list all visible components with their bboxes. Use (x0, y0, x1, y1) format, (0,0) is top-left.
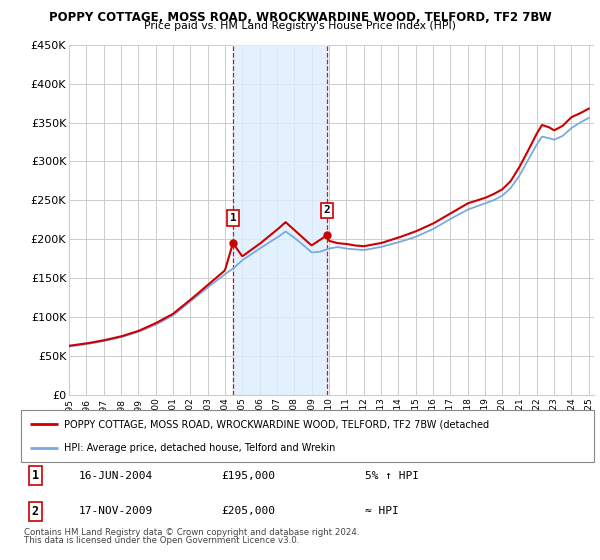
Text: 16-JUN-2004: 16-JUN-2004 (79, 471, 152, 480)
Text: Contains HM Land Registry data © Crown copyright and database right 2024.: Contains HM Land Registry data © Crown c… (24, 528, 359, 536)
Text: POPPY COTTAGE, MOSS ROAD, WROCKWARDINE WOOD, TELFORD, TF2 7BW: POPPY COTTAGE, MOSS ROAD, WROCKWARDINE W… (49, 11, 551, 24)
Bar (233, 45, 327, 395)
Text: This data is licensed under the Open Government Licence v3.0.: This data is licensed under the Open Gov… (24, 536, 299, 545)
Text: HPI: Average price, detached house, Telford and Wrekin: HPI: Average price, detached house, Telf… (64, 443, 335, 453)
Text: £195,000: £195,000 (221, 471, 275, 480)
Text: 1: 1 (32, 469, 39, 482)
Text: 2: 2 (323, 206, 330, 216)
Text: 2: 2 (32, 505, 39, 517)
Text: £205,000: £205,000 (221, 506, 275, 516)
Text: 5% ↑ HPI: 5% ↑ HPI (365, 471, 419, 480)
Text: 1: 1 (230, 213, 236, 223)
FancyBboxPatch shape (21, 410, 594, 462)
Text: POPPY COTTAGE, MOSS ROAD, WROCKWARDINE WOOD, TELFORD, TF2 7BW (detached: POPPY COTTAGE, MOSS ROAD, WROCKWARDINE W… (64, 419, 489, 430)
Text: 17-NOV-2009: 17-NOV-2009 (79, 506, 152, 516)
Text: ≈ HPI: ≈ HPI (365, 506, 398, 516)
Text: Price paid vs. HM Land Registry's House Price Index (HPI): Price paid vs. HM Land Registry's House … (144, 21, 456, 31)
